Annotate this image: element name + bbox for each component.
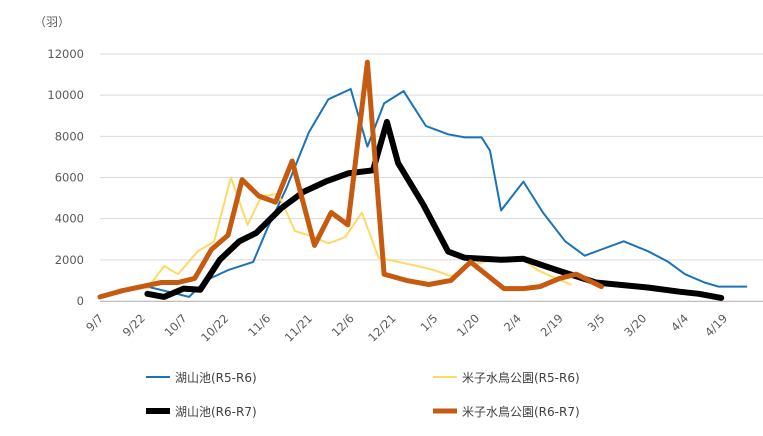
x-tick-label: 9/22 xyxy=(120,311,148,339)
x-tick-label: 10/7 xyxy=(162,311,190,339)
x-tick-label: 2/4 xyxy=(501,311,524,334)
y-tick-label: 6000 xyxy=(55,171,84,185)
legend-label-3: 湖山池(R6-R7) xyxy=(175,404,257,419)
x-tick-label: 11/21 xyxy=(282,311,315,344)
x-tick-label: 4/19 xyxy=(702,311,730,339)
legend: 湖山池(R5-R6) 米子水鳥公園(R5-R6) 湖山池(R6-R7) 米子水鳥公園(… xyxy=(146,370,580,419)
y-tick-label: 8000 xyxy=(55,129,84,143)
y-axis: 0 2000 4000 6000 8000 10000 12000 xyxy=(47,47,84,308)
series-line-1 xyxy=(146,88,748,298)
series-line-4 xyxy=(97,59,604,300)
x-tick-label: 1/20 xyxy=(454,311,482,339)
legend-label-2: 米子水鳥公園(R5-R6) xyxy=(462,370,580,385)
legend-label-1: 湖山池(R5-R6) xyxy=(175,370,257,385)
gridlines xyxy=(100,53,763,302)
y-tick-label: 4000 xyxy=(55,212,84,226)
x-tick-label: 3/5 xyxy=(585,311,608,334)
y-tick-label: 10000 xyxy=(47,88,84,102)
legend-label-4: 米子水鳥公園(R6-R7) xyxy=(462,404,580,419)
x-tick-label: 4/4 xyxy=(668,311,691,334)
x-tick-label: 1/5 xyxy=(417,311,440,334)
x-tick-label: 12/6 xyxy=(329,311,357,339)
x-tick-label: 2/19 xyxy=(538,311,566,339)
x-tick-label: 9/7 xyxy=(83,311,106,334)
x-tick-label: 11/6 xyxy=(245,311,273,339)
series-lines xyxy=(97,59,748,301)
y-tick-label: 2000 xyxy=(55,253,84,267)
y-tick-label: 0 xyxy=(77,294,84,308)
x-tick-label: 10/22 xyxy=(198,311,231,344)
y-tick-label: 12000 xyxy=(47,47,84,61)
x-tick-label: 12/21 xyxy=(365,311,398,344)
y-unit-label: （羽） xyxy=(34,15,70,29)
x-tick-label: 3/20 xyxy=(621,311,649,339)
x-axis: 9/7 9/22 10/7 10/22 11/6 11/21 12/6 12/21 1/5 1/2… xyxy=(83,301,763,345)
